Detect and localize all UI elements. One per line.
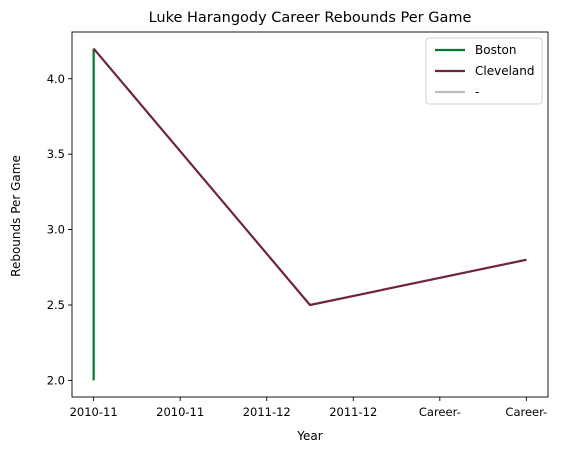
y-tick-label: 3.5 — [47, 147, 65, 161]
x-axis-label: Year — [296, 429, 322, 443]
legend-label-1: Cleveland — [475, 64, 535, 78]
legend-label-2: - — [475, 85, 479, 99]
series-layer — [92, 47, 527, 381]
y-tick-label: 3.0 — [47, 223, 65, 237]
x-tick-label: Career- — [505, 405, 547, 419]
chart-title: Luke Harangody Career Rebounds Per Game — [149, 10, 472, 26]
y-tick-label: 2.5 — [47, 298, 65, 312]
x-tick-label: 2010-11 — [70, 405, 118, 419]
plot-frame — [71, 31, 549, 398]
x-tick-label: 2010-11 — [156, 405, 204, 419]
legend-box — [425, 37, 543, 105]
x-tick-label: 2011-12 — [329, 405, 377, 419]
y-tick-label: 4.0 — [47, 72, 65, 86]
series-line-1 — [92, 47, 527, 307]
y-tick-label: 2.0 — [47, 373, 65, 387]
legend-label-0: Boston — [475, 43, 516, 57]
x-axis: 2010-11 2010-11 2011-12 2011-12 Career- Caree… — [70, 397, 547, 419]
x-tick-label: Career- — [419, 405, 461, 419]
legend: Boston Cleveland - — [425, 37, 543, 105]
x-tick-label: 2011-12 — [243, 405, 291, 419]
y-axis: 2.0 2.5 3.0 3.5 4.0 — [47, 72, 72, 387]
y-axis-label: Rebounds Per Game — [9, 155, 23, 277]
